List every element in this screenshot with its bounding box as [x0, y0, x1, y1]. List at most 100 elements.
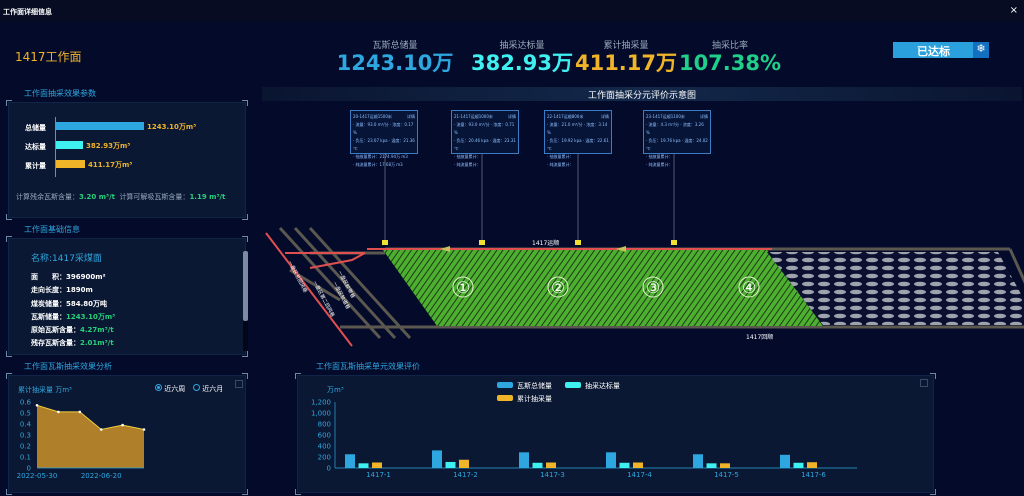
bottom-road-label: 1417回顺	[746, 334, 773, 341]
radio-six-weeks[interactable]: 近六周	[155, 384, 185, 394]
data-point	[121, 423, 124, 427]
sensor-icon[interactable]	[382, 240, 388, 245]
legend-swatch	[565, 382, 581, 388]
unit-label: ③	[646, 278, 660, 297]
kpi-item: 抽采达标量 382.93万	[470, 41, 574, 75]
x-tick: 1417-5	[714, 471, 739, 479]
y-tick: 0.2	[20, 443, 31, 451]
expand-icon[interactable]	[235, 380, 243, 388]
monitor-tooltip[interactable]: 21-1417运顺1000米 详情 · 流量：93.0 m³/分 · 浓度：0.71…	[451, 110, 519, 167]
x-tick: 2022-06-20	[81, 472, 122, 480]
kpi-item: 抽采比率 107.38%	[678, 41, 782, 75]
unit-circle	[642, 276, 664, 298]
info-row: 面 积：396900m²	[31, 273, 106, 281]
x-tick: 1417-3	[540, 471, 565, 479]
bar	[633, 462, 643, 468]
bar	[546, 462, 556, 468]
y-tick: 400	[318, 443, 331, 451]
x-tick: 1417-2	[453, 471, 478, 479]
unit-label: ④	[742, 278, 756, 297]
unit-label: ②	[551, 278, 565, 297]
kpi-item: 累计抽采量 411.17万	[574, 41, 678, 75]
bar	[358, 463, 369, 468]
effect-bar-value: 1243.10万m³	[147, 123, 197, 131]
kpi-item: 瓦斯总储量 1243.10万	[336, 41, 454, 75]
unit-label: ①	[456, 278, 470, 297]
scrollbar[interactable]	[243, 251, 248, 351]
unit-eval-panel	[295, 373, 936, 495]
bar	[780, 454, 790, 468]
y-tick: 0	[327, 465, 331, 473]
bar	[445, 461, 456, 468]
sensor-icon[interactable]	[479, 240, 485, 245]
bar	[793, 462, 804, 468]
info-row: 残存瓦斯含量：2.01m³/t	[31, 339, 114, 348]
bar-ylabel: 万m³	[327, 386, 344, 394]
y-tick: 0.6	[20, 399, 32, 407]
legend-swatch	[497, 382, 513, 388]
monitor-tooltip[interactable]: 20-1417运顺1500米 详情 · 流量：93.0 m³/分 · 浓度：0.17…	[350, 110, 418, 167]
y-tick: 200	[318, 454, 331, 462]
close-icon[interactable]: ×	[1009, 5, 1018, 16]
data-point	[35, 404, 39, 407]
bar	[706, 463, 717, 468]
unit-circle	[547, 276, 569, 298]
effect-bar-label: 总储量	[25, 124, 46, 132]
x-tick: 1417-6	[801, 471, 826, 479]
snowflake-icon: ❄	[973, 42, 989, 58]
analysis-title: 工作面瓦斯抽采效果分析	[24, 362, 112, 371]
data-point	[142, 428, 146, 431]
info-row: 瓦斯储量：1243.10万m³	[31, 312, 116, 321]
bar	[807, 462, 817, 468]
residual-value: 3.20 m³/t	[79, 193, 115, 201]
y-tick: 600	[318, 432, 331, 440]
legend-label: 累计抽采量	[517, 394, 552, 403]
x-tick: 1417-1	[366, 471, 391, 479]
y-tick: 0.1	[20, 454, 31, 462]
basic-name: 名称:1417采煤面	[31, 254, 102, 264]
tunnel-label: 一盘区总回风巷	[286, 260, 309, 294]
sensor-icon[interactable]	[575, 240, 581, 245]
x-tick: 2022-05-30	[17, 472, 58, 480]
sensor-icon[interactable]	[671, 240, 677, 245]
effect-bar-value: 382.93万m³	[86, 142, 131, 150]
legend-swatch	[497, 395, 513, 401]
legend-label: 抽采达标量	[585, 381, 620, 390]
effect-bar-value: 411.17万m³	[88, 161, 133, 169]
data-point	[57, 410, 60, 414]
desorb-value: 1.19 m³/t	[189, 193, 226, 201]
x-tick: 1417-4	[627, 471, 652, 479]
effect-title: 工作面抽采效果参数	[24, 89, 96, 98]
expand-icon[interactable]	[920, 379, 928, 387]
bar-chart: 万m³ 0 200 400 600 800 1,000 1,200 1417-1 1417-2 14…	[311, 381, 857, 479]
bar	[345, 454, 355, 468]
effect-bar	[56, 122, 144, 130]
monitor-tooltip[interactable]: 23-1417运顺1100米 详情 · 流量：4.3 m³/分 · 浓度：3.26 …	[643, 110, 711, 167]
y-tick: 1,000	[311, 410, 331, 418]
effect-bar-label: 累计量	[25, 162, 46, 170]
window-title: 工作面详细信息	[0, 0, 1024, 22]
y-tick: 0.4	[20, 421, 32, 429]
data-point	[78, 410, 82, 414]
status-button[interactable]: 已达标 ❄	[893, 42, 989, 58]
y-tick: 0.5	[20, 410, 31, 418]
data-point	[99, 428, 103, 431]
top-road-label: 1417运顺	[532, 239, 559, 247]
area-ylabel: 累计抽采量 万m³	[18, 385, 72, 394]
legend-label: 瓦斯总储量	[517, 381, 552, 390]
area-chart: 累计抽采量 万m³ 0 0.1 0.2 0.3 0.4 0.5 0.6 2022-05-30 20…	[17, 385, 146, 480]
bar	[532, 462, 543, 468]
face-name: 1417工作面	[15, 50, 82, 64]
bar	[519, 452, 529, 468]
bar	[432, 450, 442, 468]
y-tick: 0	[27, 465, 31, 473]
y-tick: 800	[318, 421, 331, 429]
monitor-tooltip[interactable]: 22-1417运顺800米 详情 · 流量：21.0 m³/分 · 浓度：3.14 …	[544, 110, 612, 167]
unit-circle	[452, 276, 474, 298]
basic-panel: 名称:1417采煤面 面 积：396900m² 走向长度：1890m 煤炭储量：58…	[6, 236, 248, 357]
map-title: 工作面抽采分元评价示意图	[587, 91, 696, 101]
effect-bar-label: 达标量	[25, 143, 46, 151]
bar	[606, 452, 616, 468]
radio-six-months[interactable]: 近六月	[193, 384, 223, 394]
y-tick: 0.3	[20, 432, 31, 440]
